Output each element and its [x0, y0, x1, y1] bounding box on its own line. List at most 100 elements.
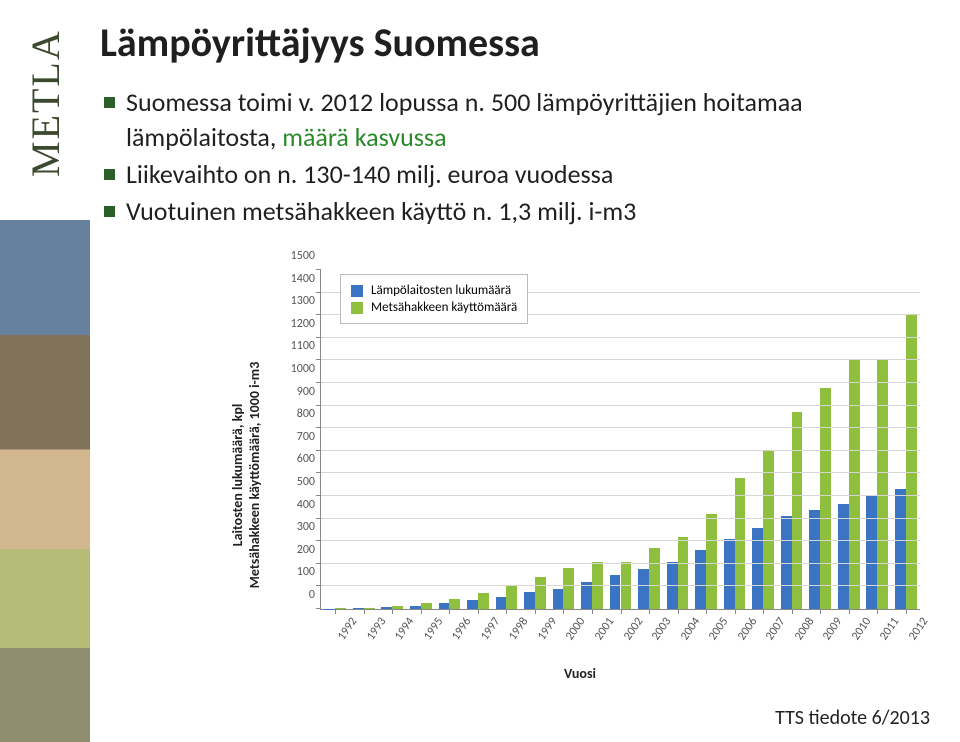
x-tick-mark	[563, 609, 564, 614]
x-tick-label: 2007	[763, 615, 788, 643]
gridline	[321, 337, 920, 338]
y-tick-mark	[316, 540, 321, 541]
gridline	[321, 450, 920, 451]
bar	[467, 600, 478, 609]
y-tick-label: 900	[271, 385, 315, 399]
bar	[335, 608, 346, 609]
bullet-text: Vuotuinen metsähakkeen käyttö n. 1,3 mil…	[126, 195, 636, 227]
y-tick-mark	[316, 450, 321, 451]
bullet-list: Suomessa toimi v. 2012 lopussa n. 500 lä…	[100, 85, 940, 229]
bar	[706, 514, 717, 609]
x-tick-label: 1993	[364, 615, 389, 643]
y-tick-mark	[316, 292, 321, 293]
bar	[410, 606, 421, 609]
bar	[678, 537, 689, 609]
bar	[838, 504, 849, 609]
gridline	[321, 472, 920, 473]
x-tick-label: 2010	[849, 615, 874, 643]
x-tick-mark	[706, 609, 707, 614]
y-tick-label: 400	[271, 498, 315, 512]
x-tick-mark	[906, 609, 907, 614]
x-tick-label: 2012	[906, 615, 931, 643]
legend-item: Metsähakkeen käyttömäärä	[351, 300, 517, 315]
bar	[353, 608, 364, 609]
bar	[478, 593, 489, 609]
gridline	[321, 540, 920, 541]
x-tick-label: 2004	[678, 615, 703, 643]
x-tick-mark	[877, 609, 878, 614]
gridline	[321, 495, 920, 496]
y-tick-label: 600	[271, 452, 315, 466]
x-tick-mark	[421, 609, 422, 614]
content: Lämpöyrittäjyys Suomessa Suomessa toimi …	[100, 18, 940, 231]
x-tick-label: 2008	[792, 615, 817, 643]
footer-citation: TTS tiedote 6/2013	[775, 706, 930, 730]
bar	[866, 496, 877, 609]
y-axis-label-line: Metsähakkeen käyttömäärä, 1000 i-m3	[246, 362, 263, 589]
gridline	[321, 382, 920, 383]
bar	[649, 548, 660, 609]
slide: METLA Lämpöyrittäjyys Suomessa Suomessa …	[0, 0, 960, 742]
gridline	[321, 518, 920, 519]
x-tick-label: 2009	[820, 615, 845, 643]
bar	[695, 550, 706, 609]
y-tick-mark	[316, 314, 321, 315]
y-tick-label: 1400	[271, 272, 315, 286]
gridline	[321, 405, 920, 406]
y-tick-mark	[316, 518, 321, 519]
x-tick-mark	[792, 609, 793, 614]
page-title: Lämpöyrittäjyys Suomessa	[100, 18, 940, 67]
legend-swatch	[351, 302, 363, 314]
sidebar: METLA	[0, 0, 90, 742]
bar	[535, 577, 546, 609]
bar	[563, 568, 574, 609]
bar	[792, 412, 803, 609]
y-tick-label: 1200	[271, 317, 315, 331]
bar	[877, 360, 888, 609]
bullet-text: Suomessa toimi v. 2012 lopussa n. 500 lä…	[126, 86, 803, 153]
x-tick-label: 2011	[877, 615, 902, 643]
x-tick-mark	[478, 609, 479, 614]
bullet-text: Liikevaihto on n. 130-140 milj. euroa vu…	[126, 158, 613, 190]
x-tick-label: 1998	[506, 615, 531, 643]
y-tick-mark	[316, 405, 321, 406]
x-tick-mark	[506, 609, 507, 614]
y-tick-mark	[316, 563, 321, 564]
y-tick-mark	[316, 495, 321, 496]
bar	[524, 592, 535, 609]
x-tick-mark	[820, 609, 821, 614]
sidebar-image-strip	[0, 220, 90, 742]
x-tick-mark	[449, 609, 450, 614]
bar	[496, 597, 507, 609]
gridline	[321, 563, 920, 564]
bar	[421, 603, 432, 609]
y-tick-label: 200	[271, 543, 315, 557]
bar	[553, 589, 564, 609]
bar	[638, 569, 649, 609]
x-tick-mark	[621, 609, 622, 614]
y-tick-label: 100	[271, 565, 315, 579]
x-tick-label: 1996	[449, 615, 474, 643]
bar	[392, 606, 403, 609]
bar	[381, 607, 392, 609]
x-tick-label: 2001	[592, 615, 617, 643]
y-tick-label: 300	[271, 520, 315, 534]
bar	[439, 603, 450, 609]
y-axis-label: Laitosten lukumäärä, kpl Metsähakkeen kä…	[229, 305, 263, 645]
y-axis-label-line: Laitosten lukumäärä, kpl	[229, 404, 246, 547]
legend: Lämpölaitosten lukumäärä Metsähakkeen kä…	[340, 274, 528, 324]
x-tick-label: 1995	[421, 615, 446, 643]
y-tick-mark	[316, 269, 321, 270]
bar	[506, 586, 517, 609]
bar	[364, 608, 375, 609]
x-tick-mark	[678, 609, 679, 614]
bullet-highlight: määrä kasvussa	[282, 121, 446, 153]
x-tick-label: 2003	[649, 615, 674, 643]
x-tick-mark	[849, 609, 850, 614]
bar	[895, 489, 906, 609]
y-tick-mark	[316, 427, 321, 428]
y-tick-label: 1300	[271, 294, 315, 308]
x-tick-label: 2005	[706, 615, 731, 643]
y-tick-mark	[316, 359, 321, 360]
y-tick-mark	[316, 608, 321, 609]
